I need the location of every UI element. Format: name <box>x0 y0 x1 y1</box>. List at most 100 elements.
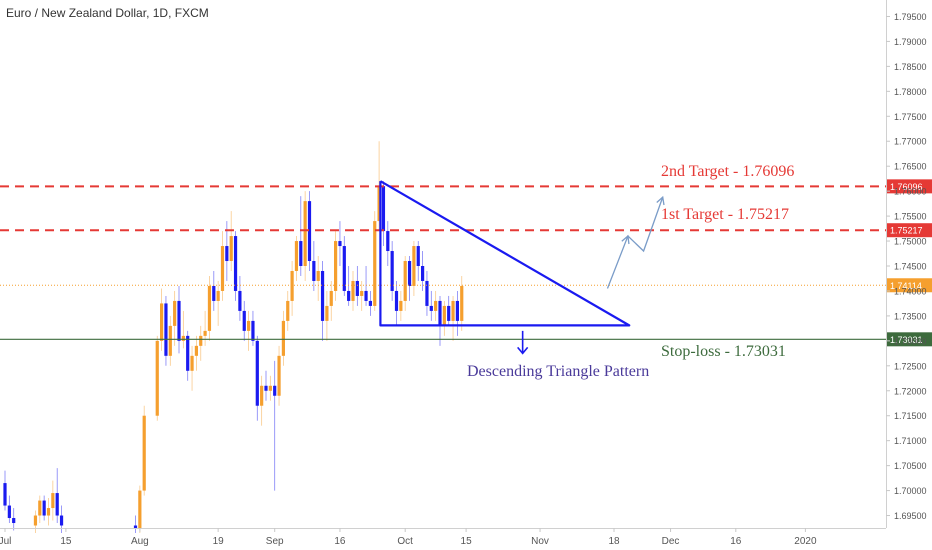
annotations-layer: 2nd Target - 1.76096 1st Target - 1.7521… <box>467 163 794 380</box>
candle-body <box>42 500 46 516</box>
y-tick-label: 1.79500 <box>894 12 927 22</box>
y-tick-label: 1.70000 <box>894 486 927 496</box>
price-level-tag <box>886 332 932 347</box>
candle-body <box>412 246 416 286</box>
candle-body <box>268 385 272 391</box>
y-tick-label: 1.74500 <box>894 262 927 272</box>
candle-body <box>260 385 264 406</box>
y-tick-label: 1.75000 <box>894 237 927 247</box>
candle-body <box>238 290 242 311</box>
x-tick-label: Sep <box>266 536 284 547</box>
x-tick-label: 16 <box>730 536 742 547</box>
candle-body <box>12 518 16 524</box>
candle-body <box>229 236 233 262</box>
candle-body <box>281 320 285 356</box>
second-target-label: 2nd Target - 1.76096 <box>661 163 794 180</box>
triangle-pattern <box>379 180 665 355</box>
candle-body <box>59 515 64 526</box>
candle-body <box>394 290 399 311</box>
y-tick-label: 1.77000 <box>894 137 927 147</box>
y-tick-label: 1.73500 <box>894 311 927 321</box>
candle-body <box>168 325 172 356</box>
candle-body <box>351 280 355 301</box>
candle-body <box>429 305 433 311</box>
candle-body <box>173 300 177 326</box>
candle-body <box>233 236 238 291</box>
x-tick-label: 19 <box>213 536 225 547</box>
candle-body <box>186 335 190 371</box>
candle-body <box>286 300 290 321</box>
candle-body <box>216 290 220 301</box>
candle-body <box>194 345 198 356</box>
candle-body <box>364 290 368 301</box>
candle-body <box>155 340 159 416</box>
x-tick-label: 15 <box>461 536 473 547</box>
breakdown-arrow-head <box>517 346 529 355</box>
candle-body <box>334 241 338 291</box>
candle-body <box>325 305 329 321</box>
pattern-label: Descending Triangle Pattern <box>467 363 649 380</box>
candle-body <box>160 303 164 341</box>
candle-body <box>373 221 377 306</box>
candle-body <box>273 385 277 396</box>
candle-body <box>277 355 281 396</box>
candle-body <box>312 261 316 281</box>
candle-body <box>33 515 38 526</box>
candle-body <box>199 335 203 346</box>
first-target-arrow-head <box>621 234 630 245</box>
y-tick-label: 1.71000 <box>894 436 927 446</box>
candle-body <box>247 320 251 331</box>
candle-body <box>294 241 299 271</box>
y-tick-label: 1.71500 <box>894 411 927 421</box>
candle-body <box>347 290 351 301</box>
x-axis[interactable]: Jul 15 Aug 19 Sep 16 Oct 15 Nov 18 Dec 16 2020 <box>0 528 817 547</box>
candle-body <box>303 201 307 266</box>
candle-body <box>460 285 464 321</box>
candle-body <box>434 300 438 311</box>
candle-body <box>403 261 407 301</box>
candle-body <box>316 270 320 281</box>
candle-body <box>203 330 207 336</box>
candle-body <box>338 241 342 247</box>
candle-body <box>164 303 168 356</box>
candle-body <box>3 483 7 506</box>
candle-body <box>329 290 333 306</box>
y-tick-label: 1.78500 <box>894 62 927 72</box>
candle-body <box>255 340 259 406</box>
x-tick-label: Oct <box>397 536 413 547</box>
candle-body <box>368 300 372 306</box>
candle-body <box>142 415 146 491</box>
y-axis[interactable]: 1.79500 1.79000 1.78500 1.78000 1.77500 1.770… <box>886 12 927 521</box>
candle-body <box>438 300 442 326</box>
y-tick-label: 1.79000 <box>894 37 927 47</box>
y-tick-label: 1.69500 <box>894 511 927 521</box>
candle-body <box>451 300 455 321</box>
stop-loss-label: Stop-loss - 1.73031 <box>661 343 786 360</box>
price-level-tag <box>886 223 932 238</box>
second-target-arrow-head <box>656 195 665 206</box>
candle-body <box>355 280 359 296</box>
candle-body <box>390 251 394 291</box>
candle-body <box>399 300 403 311</box>
x-tick-label: Nov <box>531 536 549 547</box>
candle-body <box>377 186 381 222</box>
descending-triangle <box>379 180 631 327</box>
price-level-tag-label: 1.75217 <box>890 226 923 236</box>
y-tick-label: 1.72000 <box>894 386 927 396</box>
candle-body <box>455 300 459 321</box>
candle-body <box>138 490 142 528</box>
candle-body <box>46 508 51 516</box>
x-tick-label: Aug <box>131 536 149 547</box>
candle-body <box>51 493 55 509</box>
y-tick-label: 1.78000 <box>894 87 927 97</box>
candle-body <box>421 266 425 281</box>
candle-body <box>7 505 11 519</box>
candle-body <box>299 241 303 266</box>
y-tick-label: 1.76000 <box>894 187 927 197</box>
candle-body <box>207 285 212 331</box>
y-tick-label: 1.73000 <box>894 336 927 346</box>
price-level-tag-label: 1.76096 <box>890 182 923 192</box>
x-tick-label: 16 <box>334 536 346 547</box>
